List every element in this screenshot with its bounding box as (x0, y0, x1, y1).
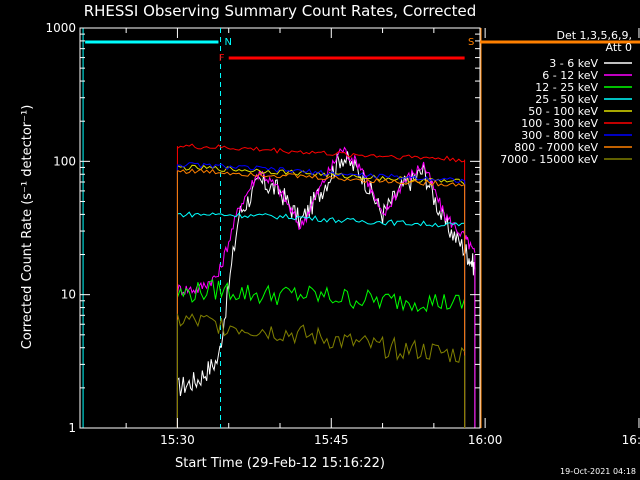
x-tick-label-1: 15:45 (314, 433, 349, 447)
plot-frame (79, 27, 481, 429)
series-0-seg1 (177, 151, 476, 396)
legend-label-6: 300 - 800 keV (521, 129, 598, 142)
flag-label-N: N (224, 37, 231, 48)
x-tick-label-0: 15:30 (160, 433, 195, 447)
legend-label-8: 7000 - 15000 keV (500, 153, 598, 166)
flag-label-F: F (219, 53, 225, 64)
legend-header-line-1: Det 1,3,5,6,9, (556, 29, 632, 42)
y-tick-label-3: 1000 (45, 21, 76, 35)
chart-title: RHESSI Observing Summary Count Rates, Co… (84, 2, 477, 20)
x-tick-label-2: 16:00 (468, 433, 503, 447)
legend-label-5: 100 - 300 keV (521, 117, 598, 130)
plot-area: NFS110100100015:3015:4516:0016:1516:3016… (45, 21, 640, 447)
flag-label-S: S (468, 37, 474, 48)
series-8-seg1 (176, 313, 465, 363)
y-tick-label-1: 10 (61, 288, 76, 302)
legend-label-7: 800 - 7000 keV (514, 141, 598, 154)
legend-label-0: 3 - 6 keV (549, 57, 598, 70)
x-axis-label: Start Time (29-Feb-12 15:16:22) (175, 456, 385, 471)
y-axis-label: Corrected Count Rate (s⁻¹ detector⁻¹) (20, 105, 35, 350)
y-tick-label-0: 1 (68, 421, 76, 435)
y-tick-label-2: 100 (53, 154, 76, 168)
legend-label-3: 25 - 50 keV (535, 93, 598, 106)
legend-label-1: 6 - 12 keV (542, 69, 598, 82)
x-tick-label-3: 16:15 (622, 433, 640, 447)
series-5-seg1 (177, 143, 465, 163)
series-1-seg1 (176, 146, 476, 296)
footer-date: 19-Oct-2021 04:18 (560, 467, 636, 476)
series-7-seg1 (177, 168, 465, 187)
series-2-seg1 (176, 279, 466, 313)
legend-header-line-2: Att 0 (606, 41, 632, 54)
legend-label-2: 12 - 25 keV (535, 81, 598, 94)
series-3-seg1 (177, 211, 465, 228)
legend-label-4: 50 - 100 keV (528, 105, 598, 118)
series-6-seg1 (177, 162, 465, 183)
